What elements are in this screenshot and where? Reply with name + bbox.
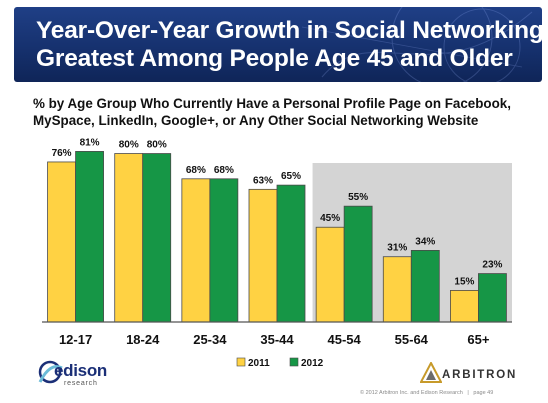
category-label-55-64: 55-64: [395, 332, 429, 347]
data-label-2012-35-44: 65%: [281, 171, 301, 182]
footer-page-number: page 49: [473, 390, 494, 396]
data-label-2011-18-24: 80%: [119, 140, 139, 151]
data-label-2012-45-54: 55%: [348, 192, 368, 203]
category-label-18-24: 18-24: [126, 332, 160, 347]
category-label-65+: 65+: [467, 332, 489, 347]
bar-2012-55-64: [410, 249, 440, 323]
bar-2012-65+: [478, 273, 507, 323]
footer-copyright: © 2012 Arbitron Inc. and Edison Research: [360, 390, 463, 396]
footer-separator: |: [464, 390, 472, 396]
category-label-12-17: 12-17: [59, 332, 92, 347]
edison-swirl-icon: [38, 360, 63, 384]
banner-texture: [301, 7, 533, 82]
bar-2012-35-44: [276, 184, 306, 323]
data-label-2012-12-17: 81%: [80, 137, 100, 148]
legend-label-2011: 2011: [248, 358, 270, 369]
edison-logo-sub: research: [64, 380, 98, 387]
bar-2011-45-54: [315, 226, 345, 323]
arbitron-logo: ARBITRON: [420, 362, 530, 386]
arbitron-triangle-icon: [420, 362, 442, 383]
chart-subtitle: % by Age Group Who Currently Have a Pers…: [33, 95, 533, 129]
data-label-2011-12-17: 76%: [52, 148, 72, 159]
bar-2011-35-44: [248, 188, 278, 323]
bar-2011-65+: [450, 290, 479, 323]
arbitron-logo-word: ARBITRON: [442, 369, 518, 381]
data-label-2012-55-64: 34%: [415, 236, 435, 247]
bar-2012-45-54: [343, 205, 373, 323]
data-label-2012-65+: 23%: [482, 260, 502, 271]
data-label-2011-55-64: 31%: [387, 243, 407, 254]
bar-2011-55-64: [382, 256, 412, 323]
edison-logo-word: edison: [54, 361, 107, 380]
bar-2011-18-24: [114, 153, 144, 323]
category-label-35-44: 35-44: [260, 332, 294, 347]
title-banner: Year-Over-Year Growth in Social Networki…: [14, 7, 542, 82]
data-label-2012-18-24: 80%: [147, 140, 167, 151]
data-label-2011-45-54: 45%: [320, 213, 340, 224]
data-label-2011-25-34: 68%: [186, 165, 206, 176]
title-line-2: Greatest Among People Age 45 and Older: [36, 45, 513, 72]
legend-label-2012: 2012: [301, 358, 324, 369]
legend-swatch-2012: [289, 357, 299, 367]
bar-2011-12-17: [47, 161, 76, 323]
bar-2012-12-17: [75, 151, 104, 323]
bar-2012-25-34: [209, 178, 239, 323]
subtitle-line-2: MySpace, LinkedIn, Google+, or Any Other…: [33, 113, 479, 128]
bar-2011-25-34: [181, 178, 211, 323]
subtitle-line-1: % by Age Group Who Currently Have a Pers…: [33, 96, 511, 111]
category-label-25-34: 25-34: [193, 332, 227, 347]
category-label-45-54: 45-54: [328, 332, 362, 347]
title-line-1: Year-Over-Year Growth in Social Networki…: [36, 17, 542, 44]
footer: © 2012 Arbitron Inc. and Edison Research…: [360, 390, 493, 396]
edison-logo: edison research: [36, 356, 107, 392]
legend-swatch-2011: [236, 357, 246, 367]
slide-title: Year-Over-Year Growth in Social Networki…: [36, 17, 542, 73]
data-label-2011-35-44: 63%: [253, 175, 273, 186]
data-label-2012-25-34: 68%: [214, 165, 234, 176]
data-label-2011-65+: 15%: [454, 276, 474, 287]
bar-2012-18-24: [142, 153, 172, 323]
